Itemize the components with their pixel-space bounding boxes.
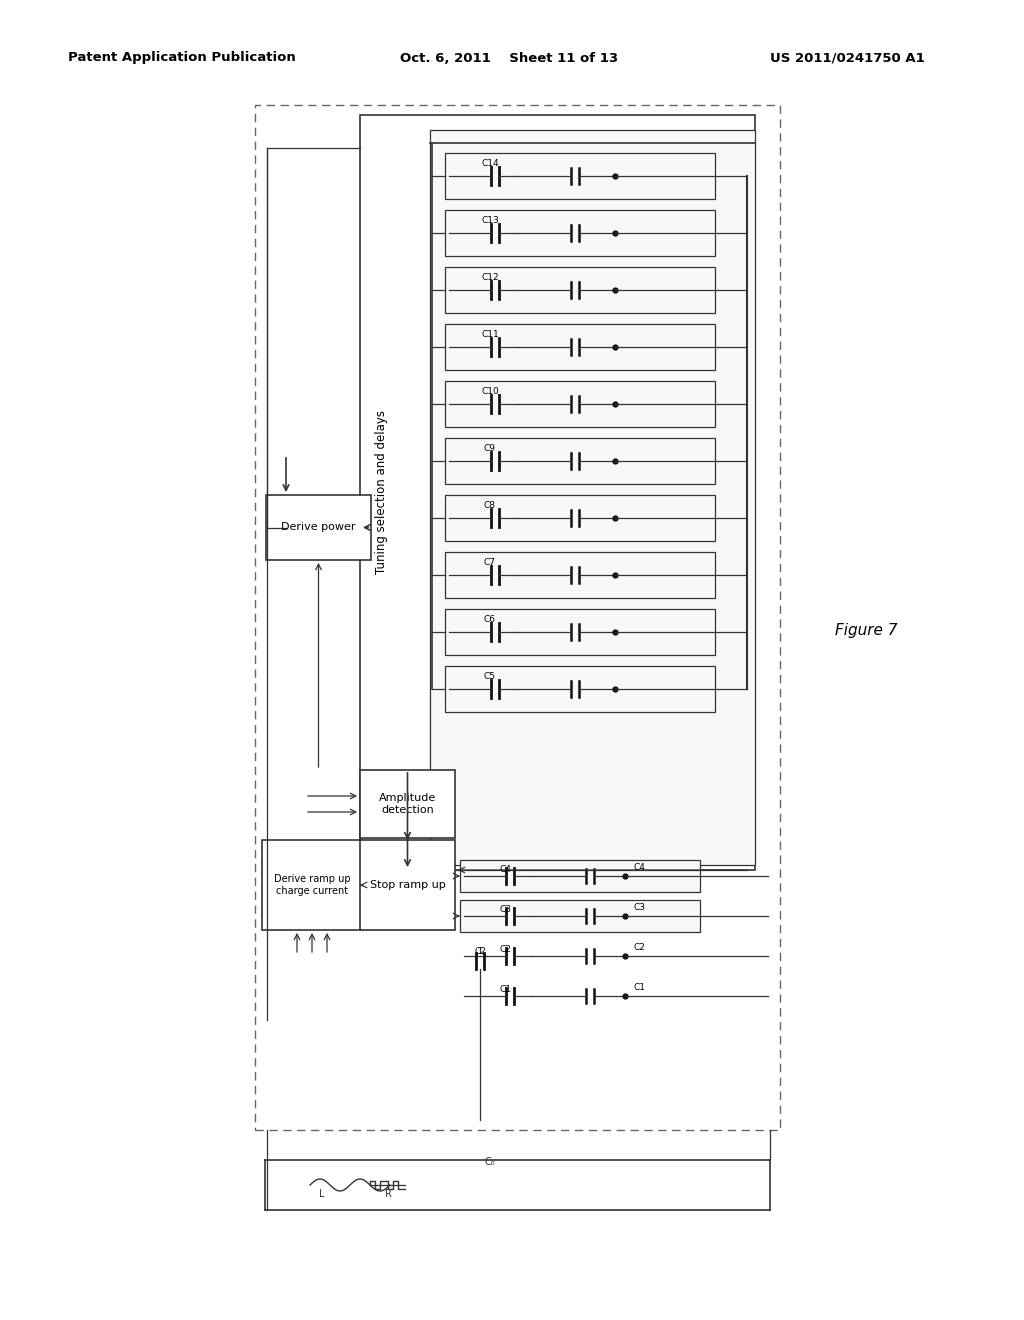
Text: C2: C2 bbox=[499, 945, 511, 954]
Text: C1: C1 bbox=[633, 983, 645, 993]
Bar bbox=[445, 552, 715, 598]
Bar bbox=[262, 840, 362, 931]
Text: Patent Application Publication: Patent Application Publication bbox=[68, 51, 296, 65]
Bar bbox=[445, 667, 715, 711]
Bar bbox=[445, 438, 715, 484]
Bar bbox=[445, 267, 715, 313]
Bar bbox=[460, 900, 700, 932]
Text: Derive power: Derive power bbox=[282, 523, 355, 532]
Text: US 2011/0241750 A1: US 2011/0241750 A1 bbox=[770, 51, 925, 65]
Text: L: L bbox=[319, 1189, 325, 1199]
Text: C4: C4 bbox=[633, 863, 645, 873]
Bar bbox=[255, 106, 780, 1130]
Bar bbox=[460, 861, 700, 892]
Text: C6: C6 bbox=[484, 615, 496, 624]
Text: C9: C9 bbox=[484, 444, 496, 453]
Bar bbox=[360, 840, 455, 931]
Text: R: R bbox=[385, 1189, 391, 1199]
Text: C2: C2 bbox=[633, 942, 645, 952]
Bar bbox=[445, 609, 715, 655]
Text: Tuning selection and delays: Tuning selection and delays bbox=[376, 411, 388, 574]
Text: C7: C7 bbox=[484, 558, 496, 568]
Text: C11: C11 bbox=[481, 330, 499, 339]
Text: Stop ramp up: Stop ramp up bbox=[370, 880, 445, 890]
Bar bbox=[445, 210, 715, 256]
Bar bbox=[360, 770, 455, 838]
Text: C1: C1 bbox=[499, 985, 511, 994]
Text: C12: C12 bbox=[481, 273, 499, 282]
Text: Oct. 6, 2011    Sheet 11 of 13: Oct. 6, 2011 Sheet 11 of 13 bbox=[400, 51, 618, 65]
Bar bbox=[266, 495, 371, 560]
Text: C13: C13 bbox=[481, 216, 499, 224]
Text: Derive ramp up
charge current: Derive ramp up charge current bbox=[273, 874, 350, 896]
Bar bbox=[445, 381, 715, 426]
Text: C10: C10 bbox=[481, 387, 499, 396]
Text: C3: C3 bbox=[499, 906, 511, 913]
Text: Amplitude
detection: Amplitude detection bbox=[379, 793, 436, 814]
Bar bbox=[430, 129, 755, 865]
Text: Figure 7: Figure 7 bbox=[835, 623, 897, 638]
Bar bbox=[445, 323, 715, 370]
Text: C14: C14 bbox=[481, 158, 499, 168]
Bar bbox=[445, 495, 715, 541]
Text: C5: C5 bbox=[484, 672, 496, 681]
Text: C₀: C₀ bbox=[484, 1158, 496, 1167]
Bar bbox=[360, 115, 755, 870]
Text: C4: C4 bbox=[499, 865, 511, 874]
Text: C8: C8 bbox=[484, 502, 496, 510]
Text: C2: C2 bbox=[474, 946, 486, 956]
Text: C3: C3 bbox=[633, 903, 645, 912]
Bar bbox=[445, 153, 715, 199]
